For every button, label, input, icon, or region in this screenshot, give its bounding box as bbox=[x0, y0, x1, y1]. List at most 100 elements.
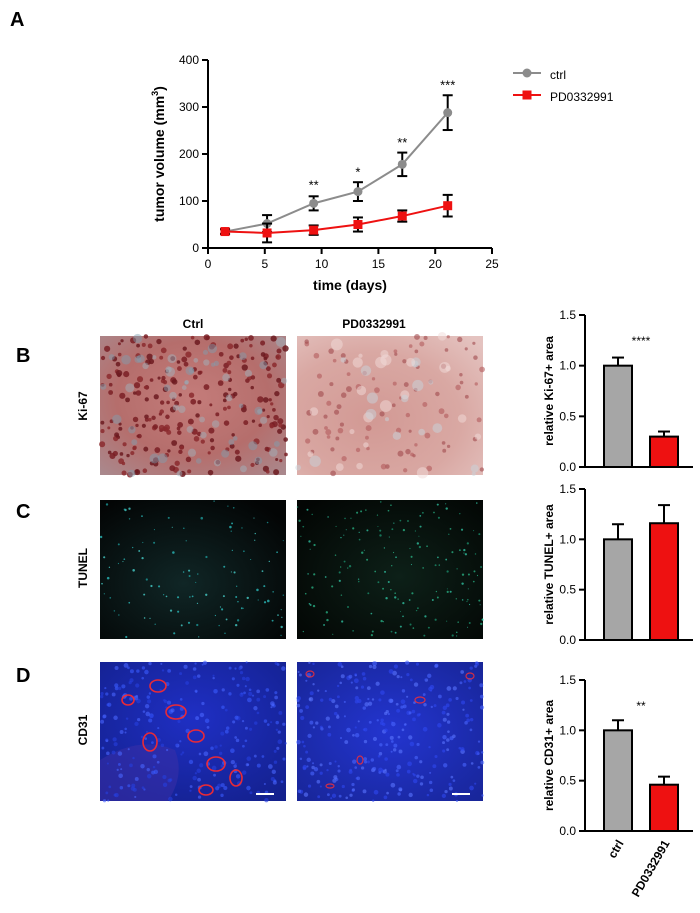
texture-dot bbox=[335, 525, 337, 527]
texture-dot bbox=[180, 624, 183, 627]
texture-dot bbox=[363, 442, 369, 448]
texture-dot bbox=[266, 521, 269, 524]
texture-dot bbox=[195, 458, 202, 464]
texture-dot bbox=[390, 740, 394, 743]
texture-dot bbox=[474, 433, 482, 440]
texture-dot bbox=[245, 661, 248, 664]
texture-dot bbox=[397, 450, 404, 457]
texture-dot bbox=[260, 340, 266, 346]
texture-dot bbox=[468, 603, 471, 606]
texture-dot bbox=[233, 764, 237, 768]
texture-dot bbox=[229, 355, 234, 360]
texture-dot bbox=[303, 744, 306, 748]
texture-dot bbox=[263, 585, 266, 588]
texture-dot bbox=[414, 334, 420, 340]
texture-dot bbox=[233, 343, 239, 349]
texture-dot bbox=[347, 567, 349, 569]
texture-dot bbox=[240, 607, 243, 610]
texture-dot bbox=[343, 534, 345, 536]
texture-dot bbox=[161, 669, 165, 672]
texture-dot bbox=[296, 739, 301, 745]
texture-dot bbox=[267, 764, 273, 769]
texture-dot bbox=[159, 355, 164, 360]
texture-dot bbox=[366, 558, 369, 561]
texture-dot bbox=[340, 392, 347, 398]
texture-dot bbox=[273, 749, 277, 753]
texture-dot bbox=[390, 504, 392, 507]
series-ctrl bbox=[220, 94, 453, 237]
texture-dot bbox=[330, 338, 343, 351]
texture-dot bbox=[279, 459, 283, 463]
texture-dot bbox=[462, 708, 465, 711]
texture-dot bbox=[424, 615, 427, 618]
texture-dot bbox=[400, 705, 404, 709]
texture-dot bbox=[274, 390, 280, 397]
texture-dot bbox=[479, 705, 485, 710]
texture-dot bbox=[250, 385, 254, 390]
texture-dot bbox=[281, 616, 283, 619]
texture-dot bbox=[141, 676, 145, 680]
texture-dot bbox=[340, 674, 345, 679]
texture-dot bbox=[466, 598, 469, 601]
y-axis-title-main: tumor volume (mm bbox=[151, 96, 167, 222]
texture-dot bbox=[154, 447, 161, 453]
texture-dot bbox=[202, 660, 208, 665]
texture-dot bbox=[396, 675, 400, 679]
texture-dot bbox=[151, 415, 156, 420]
texture-dot bbox=[393, 349, 398, 354]
y-tick-label: 0.0 bbox=[559, 460, 576, 474]
texture-dot bbox=[199, 763, 204, 768]
texture-dot bbox=[337, 765, 340, 768]
texture-dot bbox=[127, 748, 130, 751]
y-axis-title: relative TUNEL+ area bbox=[542, 504, 556, 625]
texture-dot bbox=[270, 721, 273, 724]
texture-dot bbox=[462, 762, 467, 767]
texture-dot bbox=[229, 443, 235, 449]
texture-dot bbox=[100, 383, 107, 390]
texture-dot bbox=[121, 684, 126, 689]
texture-dot bbox=[302, 630, 305, 633]
texture-dot bbox=[112, 414, 122, 425]
texture-dot bbox=[230, 748, 235, 754]
texture-dot bbox=[323, 414, 328, 419]
texture-dot bbox=[474, 782, 477, 785]
texture-dot bbox=[275, 720, 279, 725]
texture-dot bbox=[266, 599, 270, 603]
texture-dot bbox=[179, 698, 183, 701]
texture-dot bbox=[391, 528, 394, 531]
texture-dot bbox=[446, 620, 448, 622]
texture-dot bbox=[181, 356, 188, 363]
texture-dot bbox=[189, 785, 193, 788]
texture-dot bbox=[419, 514, 422, 517]
texture-dot bbox=[228, 692, 232, 696]
texture-dot bbox=[271, 703, 275, 707]
bar-ctrl bbox=[603, 729, 633, 832]
texture-dot bbox=[226, 360, 232, 366]
panel-label-a: A bbox=[10, 9, 24, 31]
texture-dot bbox=[210, 746, 214, 751]
texture-dot bbox=[384, 768, 387, 771]
texture-dot bbox=[263, 695, 267, 699]
texture-dot bbox=[224, 729, 229, 734]
texture-dot bbox=[152, 754, 157, 759]
texture-dot bbox=[192, 667, 197, 671]
texture-dot bbox=[449, 527, 452, 530]
texture-dot bbox=[354, 695, 359, 701]
texture-dot bbox=[406, 357, 416, 367]
texture-dot bbox=[409, 741, 415, 747]
texture-dot bbox=[481, 618, 484, 621]
texture-dot bbox=[275, 728, 279, 732]
texture-dot bbox=[478, 533, 481, 536]
texture-dot bbox=[378, 698, 382, 702]
texture-dot bbox=[212, 676, 215, 680]
texture-dot bbox=[409, 678, 413, 682]
texture-dot bbox=[414, 349, 419, 354]
series-line bbox=[225, 204, 448, 234]
texture-dot bbox=[157, 585, 161, 588]
texture-dot bbox=[377, 754, 381, 758]
texture-dot bbox=[334, 704, 339, 709]
texture-dot bbox=[304, 592, 307, 595]
texture-dot bbox=[302, 766, 307, 771]
texture-dot bbox=[166, 400, 170, 405]
texture-dot bbox=[414, 755, 419, 760]
